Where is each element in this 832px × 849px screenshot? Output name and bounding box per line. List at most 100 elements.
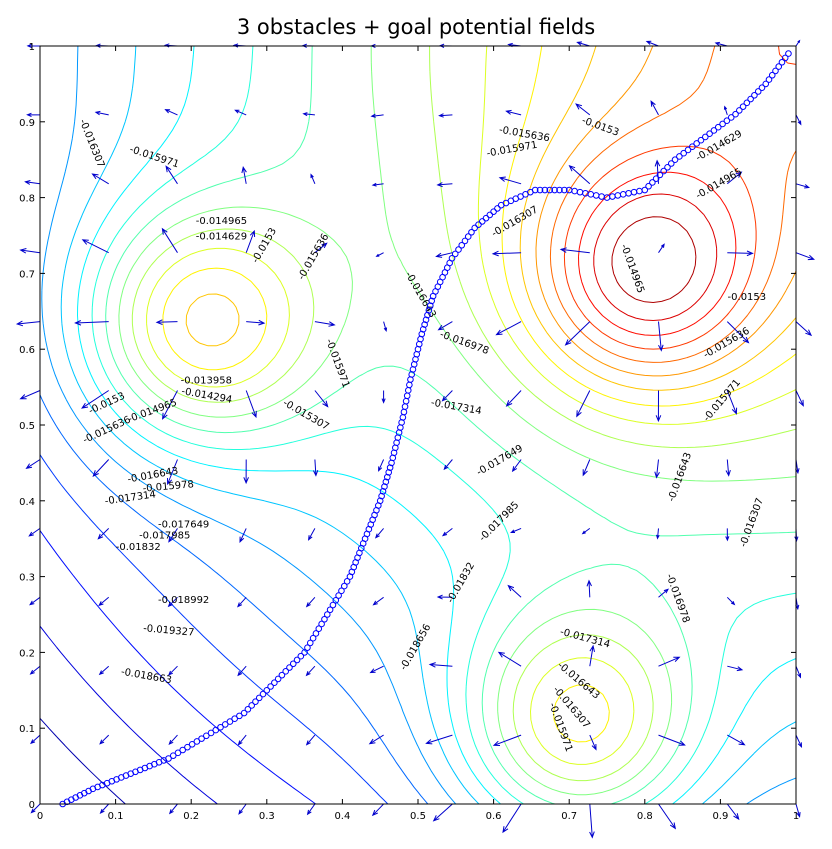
gradient-arrow: [238, 803, 247, 815]
gradient-arrow: [167, 459, 178, 486]
path-marker: [587, 191, 595, 198]
gradient-arrow: [168, 528, 178, 543]
gradient-arrow: [29, 665, 41, 675]
path-marker: [531, 186, 539, 194]
contour-line: [39, 530, 316, 805]
path-marker: [259, 690, 267, 698]
gradient-arrow: [91, 173, 109, 185]
path-marker: [636, 187, 643, 195]
path-marker: [169, 752, 177, 759]
gradient-arrow: [29, 596, 41, 606]
path-marker: [475, 221, 482, 228]
contour-label: -0.015971: [323, 338, 351, 390]
gradient-arrow: [658, 243, 665, 253]
gradient-arrow: [162, 390, 178, 420]
path-marker: [719, 120, 726, 128]
path-marker: [338, 587, 345, 595]
gradient-arrow: [795, 390, 804, 407]
path-marker: [263, 687, 271, 694]
path-marker: [274, 675, 282, 683]
gradient-arrow: [425, 734, 453, 745]
gradient-arrow: [237, 596, 247, 608]
x-tick-label: 0.2: [183, 811, 199, 822]
path-marker: [406, 381, 413, 389]
gradient-arrow: [492, 734, 522, 746]
gradient-arrow: [714, 41, 728, 47]
gradient-arrow: [795, 734, 803, 748]
path-marker: [252, 698, 259, 705]
gradient-arrow: [491, 250, 522, 257]
gradient-arrow: [559, 247, 590, 254]
contour-label: -0.016643: [403, 270, 438, 320]
gradient-arrow: [371, 803, 384, 817]
contour-label: -0.017314: [559, 627, 611, 651]
gradient-arrow: [443, 459, 453, 471]
gradient-arrow: [658, 588, 669, 598]
gradient-arrow: [582, 459, 591, 477]
path-marker: [381, 483, 388, 490]
path-marker: [598, 193, 605, 200]
contour-label: -0.015636: [81, 414, 132, 446]
path-marker: [689, 143, 696, 151]
gradient-arrow: [239, 528, 247, 543]
contour-line: [39, 454, 389, 805]
contour-label: -0.013958: [181, 375, 232, 386]
gradient-arrow: [246, 319, 266, 326]
x-tick-label: 0.7: [561, 811, 577, 822]
gradient-arrow: [505, 109, 522, 116]
path-marker: [165, 755, 172, 762]
path-marker: [541, 186, 549, 194]
path-marker: [768, 71, 776, 79]
gradient-arrow: [795, 252, 816, 261]
gradient-arrow: [589, 803, 595, 839]
path-marker: [335, 592, 342, 599]
contour-label: -0.019327: [143, 623, 195, 638]
gradient-arrow: [241, 166, 247, 184]
y-tick-label: 0.8: [19, 194, 35, 205]
gradient-arrow: [654, 459, 660, 479]
contour-line: [549, 45, 797, 363]
path-marker: [546, 186, 554, 194]
path-marker: [329, 601, 337, 609]
path-marker: [739, 103, 747, 110]
contour-line: [535, 45, 797, 377]
gradient-arrow: [726, 321, 750, 344]
path-marker: [652, 175, 660, 182]
path-marker: [236, 712, 243, 720]
path-marker: [785, 50, 792, 57]
path-marker: [571, 187, 578, 195]
path-marker: [244, 705, 252, 713]
contour-label: -0.014965: [196, 216, 247, 227]
gradient-arrow: [658, 803, 677, 830]
gradient-arrow: [30, 803, 41, 814]
gradient-arrow: [432, 803, 453, 822]
gradient-arrow: [564, 321, 591, 346]
gradient-arrow: [234, 109, 247, 116]
gradient-arrow: [98, 665, 110, 676]
gradient-arrow: [305, 665, 316, 677]
gradient-arrow: [726, 171, 743, 185]
gradient-arrow: [168, 803, 178, 815]
gradient-arrow: [168, 734, 178, 746]
path-marker: [376, 497, 384, 505]
gradient-arrow: [795, 321, 813, 337]
path-marker: [451, 250, 459, 258]
path-marker: [198, 735, 205, 742]
gradient-arrow: [576, 41, 590, 47]
gradient-arrow: [727, 734, 746, 746]
gradient-arrows: [15, 39, 816, 839]
path-marker: [619, 191, 627, 198]
path-marker: [455, 246, 462, 253]
gradient-arrow: [92, 459, 110, 477]
gradient-arrow: [509, 527, 522, 533]
path-marker: [421, 321, 428, 328]
contour-line: [131, 46, 797, 782]
gradient-arrow: [589, 734, 597, 751]
y-tick-label: 0.2: [19, 648, 35, 659]
gradient-arrow: [655, 390, 662, 423]
gradient-arrow: [589, 644, 595, 667]
path-marker: [226, 718, 234, 725]
contour-label: -0.016643: [666, 451, 694, 503]
gradient-arrow: [25, 459, 41, 470]
contour-label: -0.018663: [120, 667, 172, 687]
